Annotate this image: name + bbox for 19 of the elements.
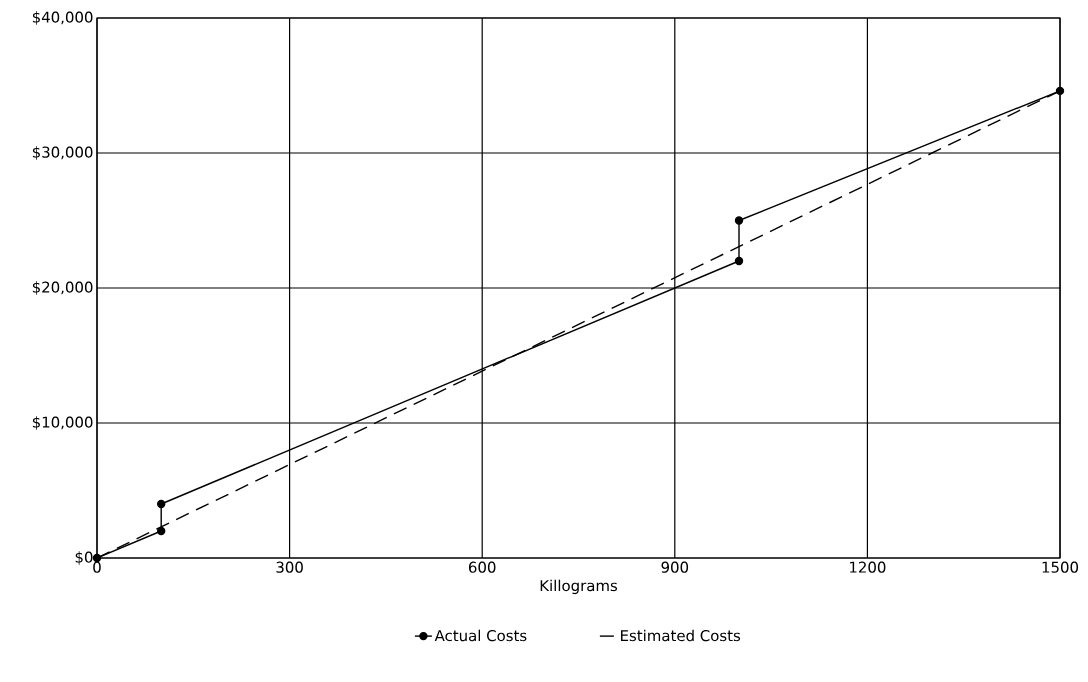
point: [734, 256, 744, 266]
x-tick-label: 600: [468, 561, 496, 573]
x-tick-label: 1500: [1042, 561, 1079, 573]
legend-label: Estimated Costs: [621, 629, 741, 642]
point: [1055, 86, 1065, 96]
x-tick-label: 1200: [850, 561, 886, 573]
y-tick-label: $0: [75, 551, 93, 565]
x-tick-label: 900: [661, 561, 689, 573]
y-tick-label: $30,000: [32, 146, 93, 160]
x-axis-title: Killograms: [540, 579, 618, 595]
x-tick-label: 0: [93, 561, 101, 573]
point: [157, 499, 166, 509]
legend-label: Actual Costs: [434, 629, 527, 642]
y-tick-label: $20,000: [32, 281, 93, 295]
point: [734, 216, 744, 225]
y-tick-label: $10,000: [32, 416, 93, 430]
x-tick-label: 300: [276, 561, 303, 573]
point: [157, 526, 166, 536]
y-tick-label: $40,000: [32, 11, 93, 25]
